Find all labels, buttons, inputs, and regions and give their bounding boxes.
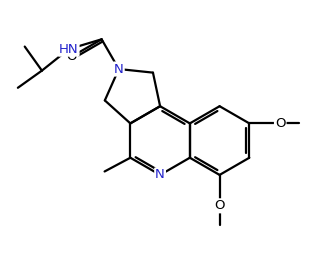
Text: O: O <box>67 50 77 63</box>
Text: N: N <box>114 63 124 76</box>
Text: O: O <box>275 117 286 130</box>
Text: N: N <box>155 168 165 181</box>
Text: HN: HN <box>59 43 79 56</box>
Text: O: O <box>214 199 225 212</box>
